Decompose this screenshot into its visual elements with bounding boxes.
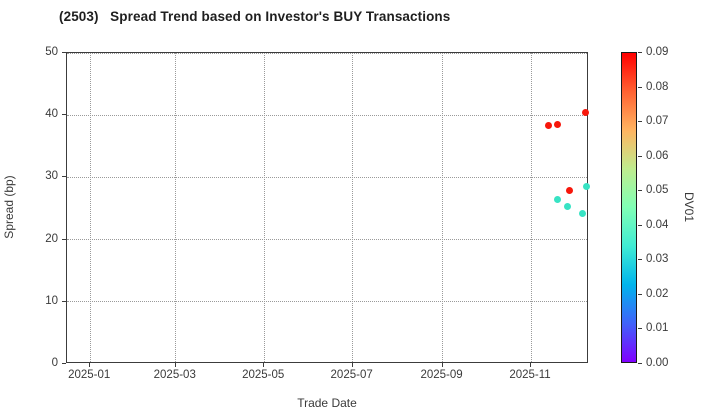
data-point [565,187,573,195]
vertical-gridline [352,53,354,362]
y-tick-label: 20 [45,232,58,245]
y-tick-mark [62,176,66,178]
colorbar-tick-label: 0.01 [646,322,669,335]
horizontal-gridline [67,239,587,241]
y-tick-mark [62,114,66,116]
data-point [554,121,562,129]
colorbar-tick-label: 0.00 [646,357,669,369]
colorbar-label: DV01 [682,191,696,223]
colorbar-tick-mark [638,224,642,226]
x-tick-mark [263,363,265,367]
x-tick-label: 2025-01 [68,369,111,381]
data-point [564,202,572,210]
x-tick-label: 2025-07 [330,369,373,381]
y-tick-label: 40 [45,108,58,121]
x-tick-mark [351,363,353,367]
data-point [554,195,562,203]
colorbar-tick-mark [638,328,642,330]
colorbar-tick-label: 0.04 [646,218,669,231]
colorbar-tick-label: 0.02 [646,287,669,300]
y-tick-mark [62,363,66,364]
data-point [581,108,589,116]
y-tick-label: 10 [45,294,58,307]
y-tick-mark [62,238,66,240]
y-tick-mark [62,52,66,53]
x-axis-label: Trade Date [297,396,357,410]
y-tick-label: 30 [45,170,58,183]
y-tick-label: 0 [51,357,58,369]
horizontal-gridline [67,114,587,116]
y-tick-label: 50 [45,46,58,58]
y-tick-mark [62,300,66,302]
x-tick-mark [89,363,91,367]
horizontal-gridline [67,176,587,178]
vertical-gridline [89,53,91,362]
colorbar-gradient [621,52,637,363]
x-tick-label: 2025-05 [242,369,285,381]
colorbar-tick-mark [638,259,642,261]
colorbar-tick-label: 0.07 [646,115,669,128]
colorbar-tick-mark [638,155,642,157]
colorbar-tick-mark [638,363,642,364]
colorbar-tick-mark [638,52,642,53]
vertical-gridline [175,53,177,362]
vertical-gridline [530,53,532,362]
x-tick-mark [174,363,176,367]
x-tick-mark [441,363,443,367]
horizontal-gridline [67,301,587,303]
x-tick-label: 2025-11 [509,369,551,381]
x-tick-label: 2025-09 [420,369,463,381]
x-tick-label: 2025-03 [153,369,196,381]
vertical-gridline [442,53,444,362]
colorbar-tick-label: 0.06 [646,149,669,162]
colorbar-tick-label: 0.08 [646,80,669,93]
x-tick-mark [530,363,531,367]
colorbar-tick-mark [638,86,642,88]
vertical-gridline [263,53,265,362]
data-point [583,183,591,191]
chart-title: (2503) Spread Trend based on Investor's … [59,9,451,24]
colorbar-tick-mark [638,190,642,192]
colorbar-tick-mark [638,121,642,123]
data-point [578,209,586,217]
data-point [545,121,553,129]
colorbar-tick-label: 0.05 [646,184,669,197]
plot-area [66,52,588,363]
colorbar-tick-mark [638,293,642,295]
horizontal-gridline [67,52,587,54]
colorbar-tick-label: 0.03 [646,253,669,266]
colorbar-tick-label: 0.09 [646,46,669,58]
